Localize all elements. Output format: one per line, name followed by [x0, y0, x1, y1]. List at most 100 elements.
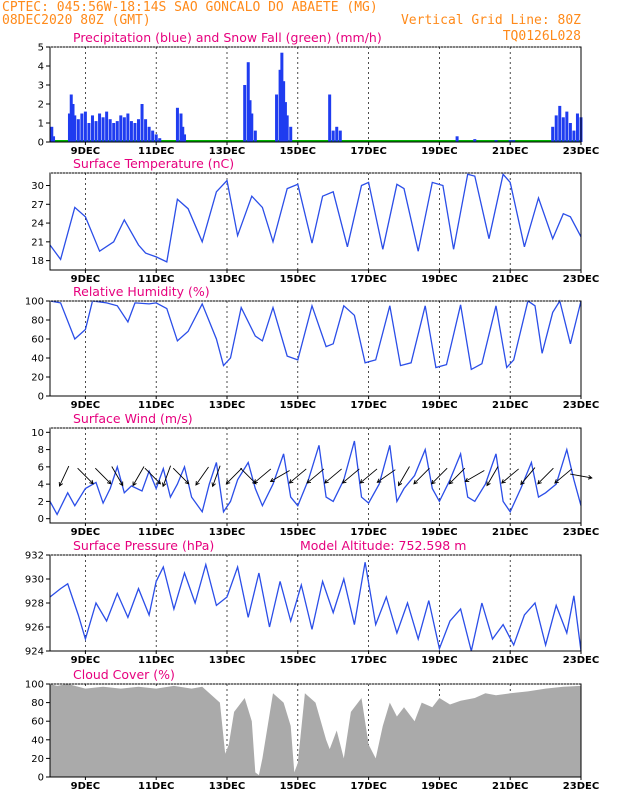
- y-tick-label: 18: [31, 256, 44, 267]
- x-tick-label: 15DEC: [280, 655, 316, 666]
- y-tick-label: 930: [25, 575, 44, 586]
- precip-bar: [181, 126, 185, 142]
- y-tick-label: 40: [31, 354, 44, 365]
- precip-bar: [52, 136, 56, 142]
- wind-arrow: [95, 467, 112, 485]
- wind-arrow: [240, 467, 257, 485]
- y-tick-label: 2: [38, 497, 44, 508]
- run-date: 08DEC2020 80Z (GMT): [2, 13, 151, 28]
- series-line: [49, 299, 582, 371]
- plot-frame: [49, 683, 582, 778]
- x-tick-label: 19DEC: [421, 400, 457, 411]
- y-tick-label: 20: [31, 754, 44, 765]
- precip-bar: [554, 115, 558, 142]
- x-tick-label: 21DEC: [492, 527, 528, 538]
- precip-bar: [328, 94, 332, 142]
- panel-title: Cloud Cover (%): [73, 667, 175, 682]
- wind-arrow: [398, 466, 410, 487]
- precip-bar: [565, 111, 569, 142]
- wind-arrow: [486, 466, 499, 487]
- series-line: [49, 562, 582, 652]
- x-tick-label: 17DEC: [350, 527, 386, 538]
- wind-arrow: [225, 467, 243, 485]
- x-tick-label: 17DEC: [350, 781, 386, 792]
- wind-arrow: [537, 467, 554, 485]
- wind-arrow: [269, 470, 290, 482]
- plot-frame: [49, 300, 582, 397]
- x-tick-label: 9DEC: [71, 400, 100, 411]
- precip-bar: [183, 134, 187, 142]
- y-tick-label: 100: [25, 297, 44, 308]
- y-tick-label: 5: [38, 43, 44, 54]
- precip-bar: [558, 105, 562, 142]
- wind-arrow: [359, 468, 378, 484]
- plot-frame: [49, 427, 582, 524]
- wind-arrow: [376, 469, 396, 483]
- series-line: [49, 172, 582, 263]
- plot-frame: [49, 172, 582, 271]
- wind-arrow: [448, 467, 466, 485]
- precip-bar: [83, 111, 87, 142]
- y-tick-label: 6: [38, 462, 44, 473]
- wind-arrow: [172, 467, 190, 485]
- y-tick-label: 10: [31, 428, 44, 439]
- x-tick-label: 17DEC: [350, 400, 386, 411]
- precip-bar: [147, 126, 151, 142]
- x-tick-label: 11DEC: [138, 781, 174, 792]
- x-tick-label: 19DEC: [421, 781, 457, 792]
- precip-bar: [508, 140, 512, 142]
- panel-title: Precipitation (blue) and Snow Fall (gree…: [73, 30, 382, 45]
- y-tick-label: 0: [38, 773, 44, 784]
- precip-panel: 0 1 2 3 4 5 9DEC 11DEC 13DEC 15DEC 17DEC 19DEC 21DEC…: [38, 30, 600, 157]
- wind-arrow: [58, 465, 70, 487]
- x-tick-label: 15DEC: [280, 400, 316, 411]
- precip-bar: [253, 130, 257, 142]
- x-tick-label: 21DEC: [492, 146, 528, 157]
- cloud-area: [50, 684, 581, 777]
- y-tick-label: 27: [31, 200, 44, 211]
- wind-panel: 0 2 4 6 8 10 9DEC 11DEC 13DEC 15DEC 17DEC 19DEC 21DE…: [31, 411, 599, 538]
- wind-arrow: [464, 470, 485, 482]
- precip-bar: [119, 115, 123, 142]
- station-header: CPTEC: 045:56W-18:14S SAO GONCALO DO ABA…: [2, 0, 378, 15]
- precip-bar: [133, 123, 137, 142]
- precip-bar: [108, 119, 112, 142]
- precip-bar: [561, 117, 565, 142]
- x-tick-label: 23DEC: [563, 274, 599, 285]
- y-tick-label: 0: [38, 138, 44, 149]
- x-tick-label: 21DEC: [492, 655, 528, 666]
- y-tick-label: 932: [25, 551, 44, 562]
- y-tick-label: 100: [25, 680, 44, 691]
- precip-bar: [289, 126, 293, 142]
- y-tick-label: 20: [31, 373, 44, 384]
- x-tick-label: 23DEC: [563, 146, 599, 157]
- series-line: [49, 440, 582, 516]
- panel-title: Relative Humidity (%): [73, 284, 210, 299]
- precip-bar: [243, 85, 247, 142]
- y-tick-label: 928: [25, 599, 44, 610]
- y-tick-label: 1: [38, 119, 44, 130]
- precip-bar: [76, 119, 80, 142]
- x-tick-label: 15DEC: [280, 527, 316, 538]
- wind-arrow: [554, 468, 573, 484]
- y-tick-label: 3: [38, 81, 44, 92]
- wind-arrow: [501, 468, 519, 484]
- precip-bar: [575, 113, 579, 142]
- precip-bar: [278, 69, 282, 142]
- precip-bar: [144, 119, 148, 142]
- precip-bar: [246, 62, 250, 143]
- y-tick-label: 24: [31, 219, 44, 230]
- precip-bar: [80, 113, 84, 142]
- panel-title: Surface Wind (m/s): [73, 411, 193, 426]
- precip-bar: [73, 115, 77, 142]
- wind-arrow: [162, 465, 172, 488]
- precip-bar: [331, 130, 335, 142]
- x-tick-label: 11DEC: [138, 655, 174, 666]
- wind-arrow: [341, 468, 360, 484]
- x-tick-label: 19DEC: [421, 655, 457, 666]
- precip-bar: [151, 130, 155, 142]
- precip-bar: [283, 102, 287, 142]
- wind-arrow: [324, 468, 342, 484]
- x-tick-label: 15DEC: [280, 146, 316, 157]
